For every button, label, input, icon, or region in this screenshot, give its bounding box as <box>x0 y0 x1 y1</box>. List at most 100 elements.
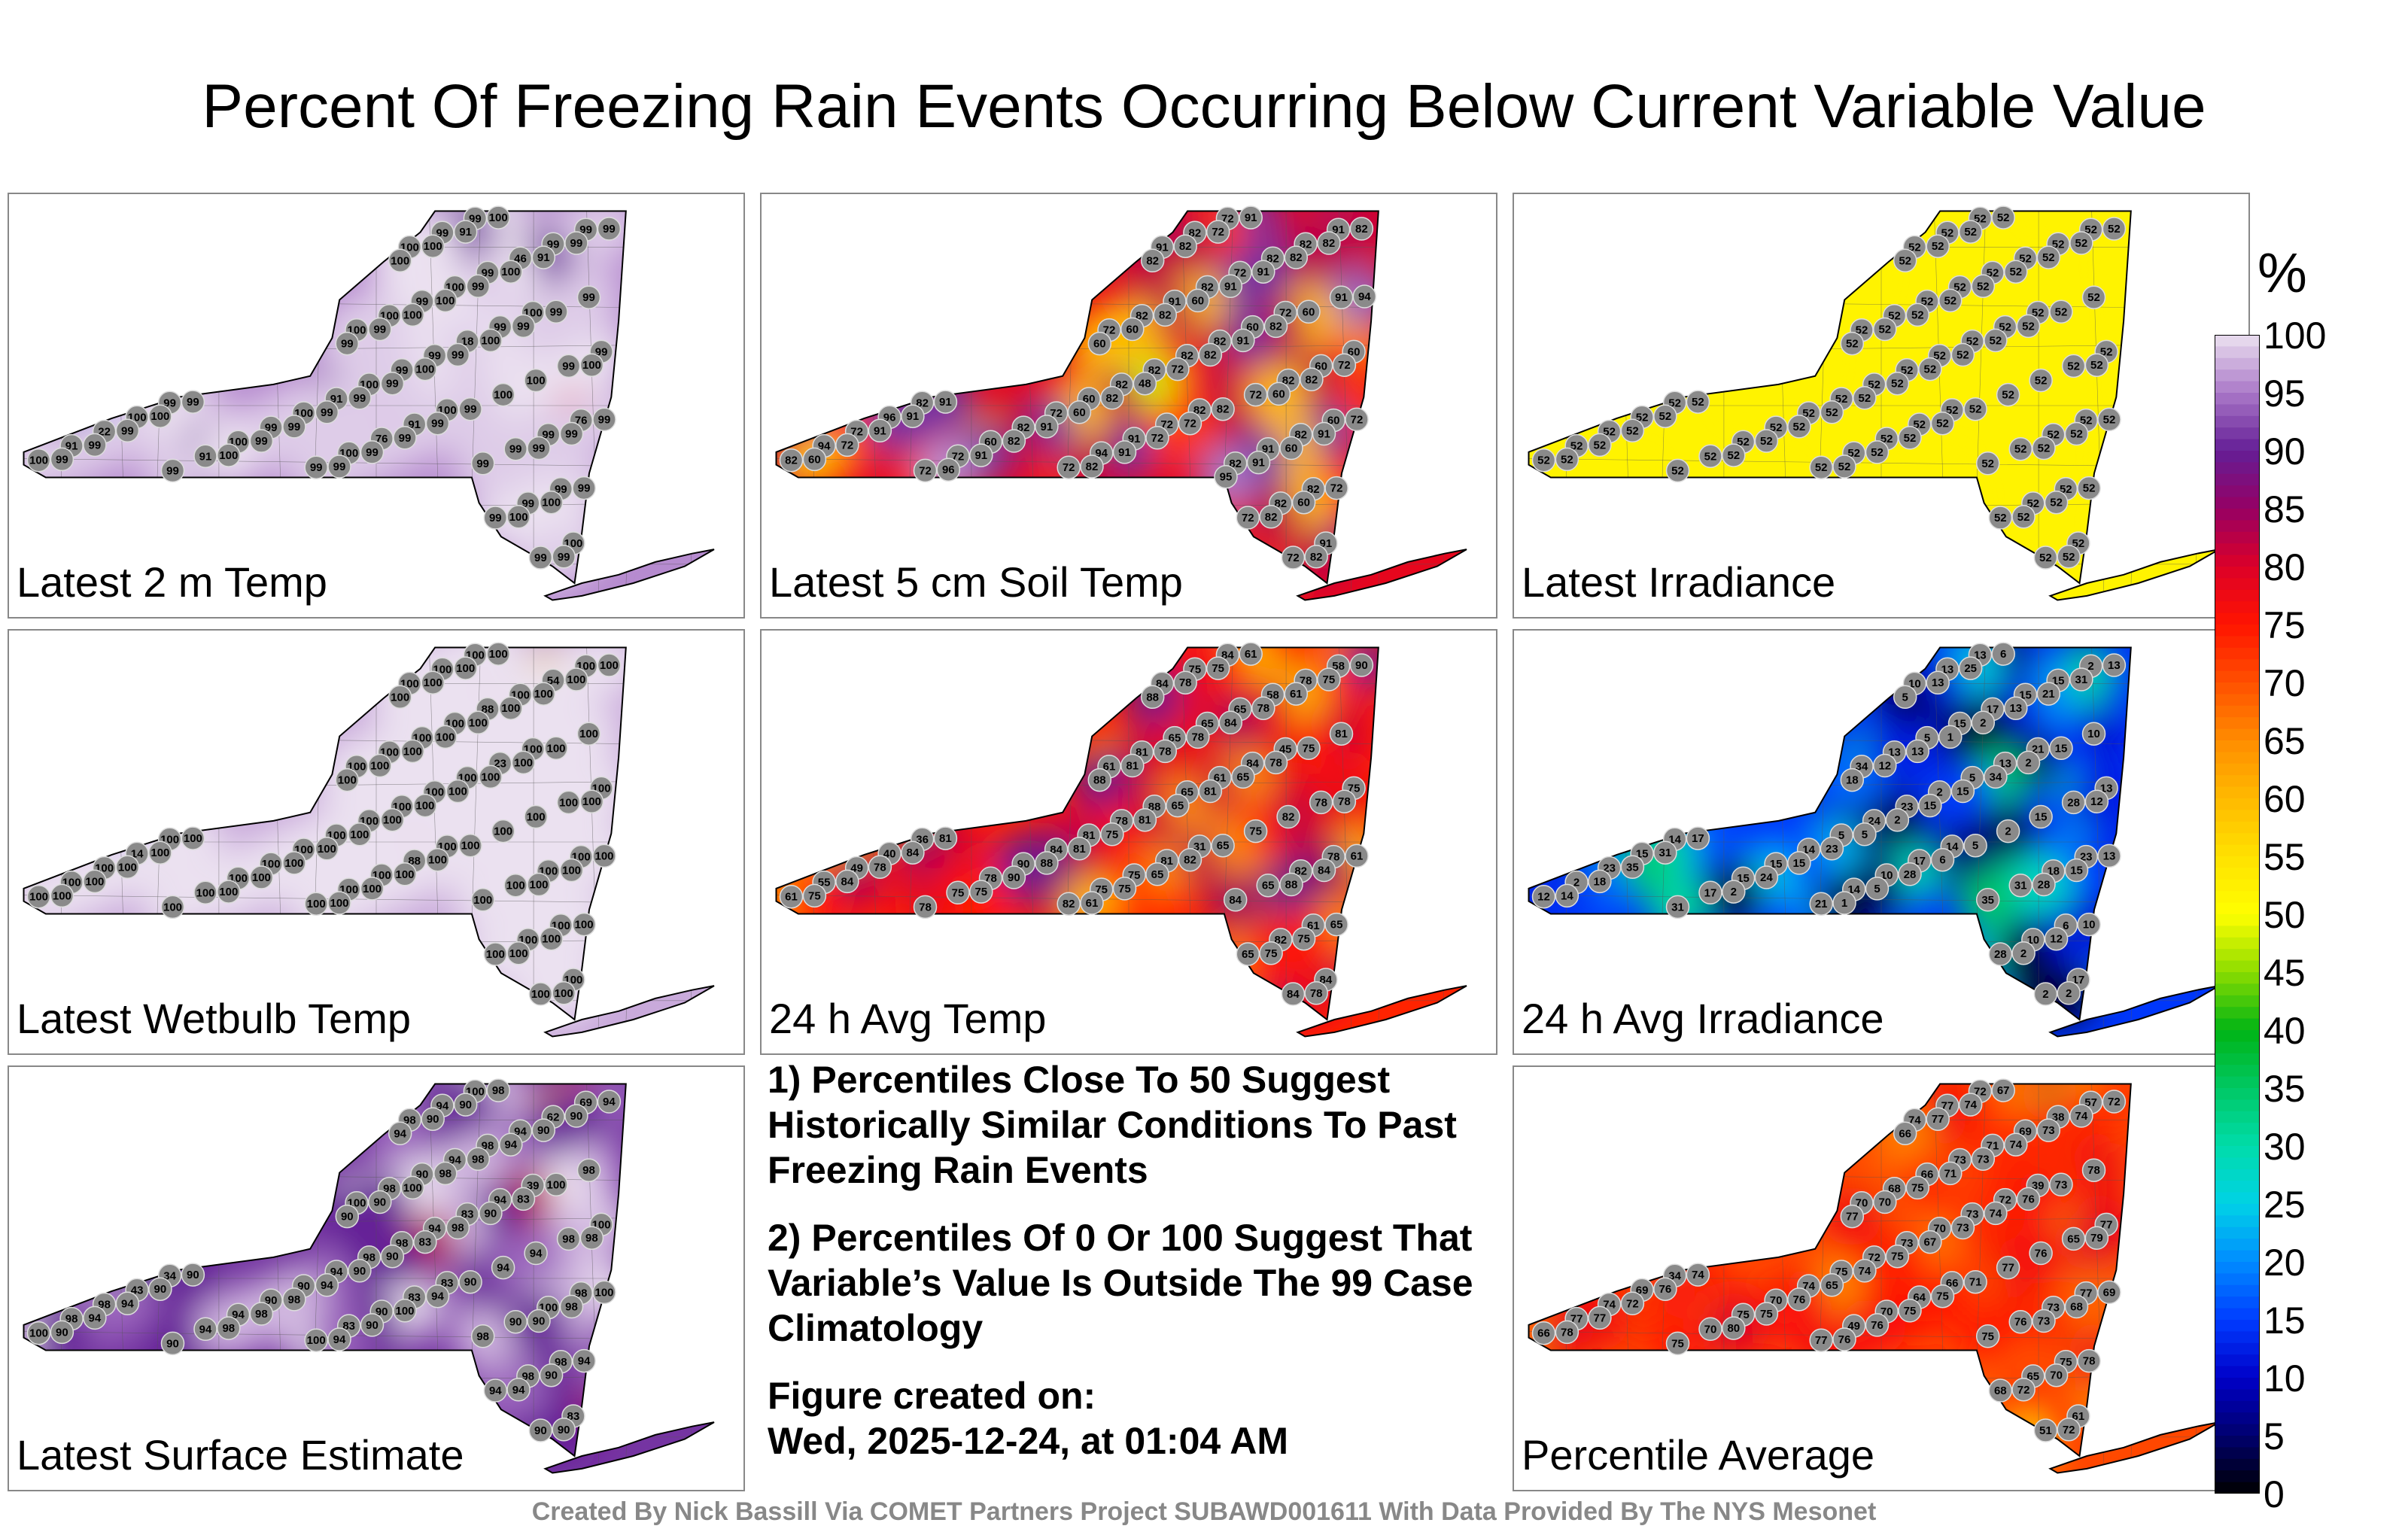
station-dot <box>1312 858 1336 883</box>
station-dot <box>511 750 536 775</box>
station-marker: 100 <box>559 858 584 883</box>
station-dot <box>1035 415 1059 439</box>
station-value: 5 <box>1972 840 1978 853</box>
station-value: 52 <box>2083 482 2096 495</box>
station-marker: 77 <box>1996 1255 2020 1280</box>
station-value: 100 <box>509 511 528 524</box>
station-dot <box>1304 545 1328 569</box>
station-marker: 52 <box>1984 328 2008 353</box>
station-dot <box>1809 455 1833 479</box>
colorbar-tick-label: 80 <box>2264 546 2306 588</box>
station-value: 14 <box>1847 883 1860 896</box>
station-value: 61 <box>785 891 798 904</box>
station-marker: 99 <box>572 476 596 500</box>
station-dot <box>597 217 622 241</box>
station-marker: 52 <box>1832 454 1856 479</box>
station-marker: 100 <box>576 722 601 746</box>
station-value: 14 <box>1802 843 1815 856</box>
colorbar-swatch <box>2215 728 2260 741</box>
station-marker: 90 <box>528 1418 553 1442</box>
station-marker: 100 <box>524 804 548 829</box>
station-marker: 90 <box>531 1118 556 1142</box>
station-dot <box>466 274 491 299</box>
station-marker: 52 <box>1873 317 1897 342</box>
station-value: 6 <box>2063 919 2069 932</box>
station-marker: 52 <box>1996 382 2020 407</box>
panel-label: 24 h Avg Temp <box>769 995 1047 1042</box>
station-dot <box>1133 371 1157 396</box>
station-value: 98 <box>472 1153 485 1166</box>
station-marker: 48 <box>1133 371 1157 396</box>
station-marker: 61 <box>1345 843 1369 868</box>
station-dot <box>1035 851 1059 875</box>
station-dot <box>1984 764 2008 789</box>
station-dot <box>1166 357 1190 381</box>
station-marker: 60 <box>802 447 827 472</box>
station-marker: 6 <box>1930 847 1955 872</box>
station-value: 15 <box>1924 800 1937 813</box>
station-marker: 66 <box>1531 1321 1556 1345</box>
station-dot <box>1284 245 1309 269</box>
station-value: 52 <box>1846 338 1859 351</box>
station-marker: 5 <box>1893 685 1917 710</box>
station-marker: 100 <box>368 753 392 778</box>
station-marker: 90 <box>453 1093 478 1117</box>
station-marker: 78 <box>1186 725 1210 749</box>
station-marker: 66 <box>1893 1121 1917 1146</box>
station-dot <box>413 793 437 818</box>
station-value: 67 <box>1924 1236 1937 1249</box>
station-dot <box>1324 912 1348 937</box>
station-value: 82 <box>1310 551 1323 564</box>
station-value: 52 <box>2087 291 2100 304</box>
colorbar-swatch <box>2215 1320 2260 1332</box>
station-marker: 68 <box>1988 1378 2013 1403</box>
station-dot <box>499 260 523 284</box>
map-canvas: 5252525252525252525252525252525252525252… <box>1528 205 2220 601</box>
station-marker: 99 <box>83 433 107 457</box>
station-marker: 12 <box>1531 884 1556 909</box>
station-dot <box>83 869 107 894</box>
station-dot <box>2081 1158 2106 1182</box>
station-value: 76 <box>2014 1316 2027 1329</box>
station-marker: 81 <box>1133 807 1157 832</box>
colorbar-swatch <box>2215 1412 2260 1425</box>
station-marker: 84 <box>1312 858 1336 883</box>
station-dot <box>1988 506 2013 530</box>
station-marker: 75 <box>1100 822 1124 847</box>
station-marker: 52 <box>1698 444 1722 469</box>
station-dot <box>148 1277 172 1301</box>
station-dot <box>1653 404 1677 428</box>
station-marker: 10 <box>2081 722 2106 746</box>
station-dot <box>1809 1328 1833 1352</box>
station-dot <box>160 1331 185 1356</box>
station-value: 28 <box>1994 948 2007 961</box>
station-value: 12 <box>2090 795 2103 808</box>
station-value: 91 <box>939 396 952 409</box>
station-marker: 90 <box>160 1331 185 1356</box>
station-marker: 91 <box>1218 274 1243 299</box>
station-value: 90 <box>485 1207 497 1220</box>
station-marker: 61 <box>1239 642 1263 666</box>
state-outline <box>1528 1083 2132 1457</box>
station-value: 100 <box>562 865 581 877</box>
station-dot <box>1950 342 1975 367</box>
station-dot <box>304 455 328 479</box>
station-marker: 94 <box>524 1241 548 1266</box>
station-value: 78 <box>1159 745 1172 758</box>
colorbar-swatch <box>2215 555 2260 567</box>
station-value: 81 <box>1126 760 1139 773</box>
station-dot <box>148 840 172 865</box>
station-value: 100 <box>403 1181 422 1194</box>
station-value: 74 <box>1964 1099 1977 1111</box>
station-dot <box>539 490 564 515</box>
station-value: 72 <box>1249 389 1262 402</box>
station-value: 90 <box>459 1099 472 1111</box>
station-value: 2 <box>1573 877 1579 889</box>
station-value: 75 <box>974 886 987 898</box>
station-marker: 24 <box>1754 865 1779 889</box>
station-marker: 80 <box>1722 1316 1746 1340</box>
station-value: 81 <box>1073 843 1086 856</box>
station-marker: 72 <box>913 458 938 483</box>
station-dot <box>1820 400 1844 424</box>
station-value: 88 <box>1146 691 1159 704</box>
